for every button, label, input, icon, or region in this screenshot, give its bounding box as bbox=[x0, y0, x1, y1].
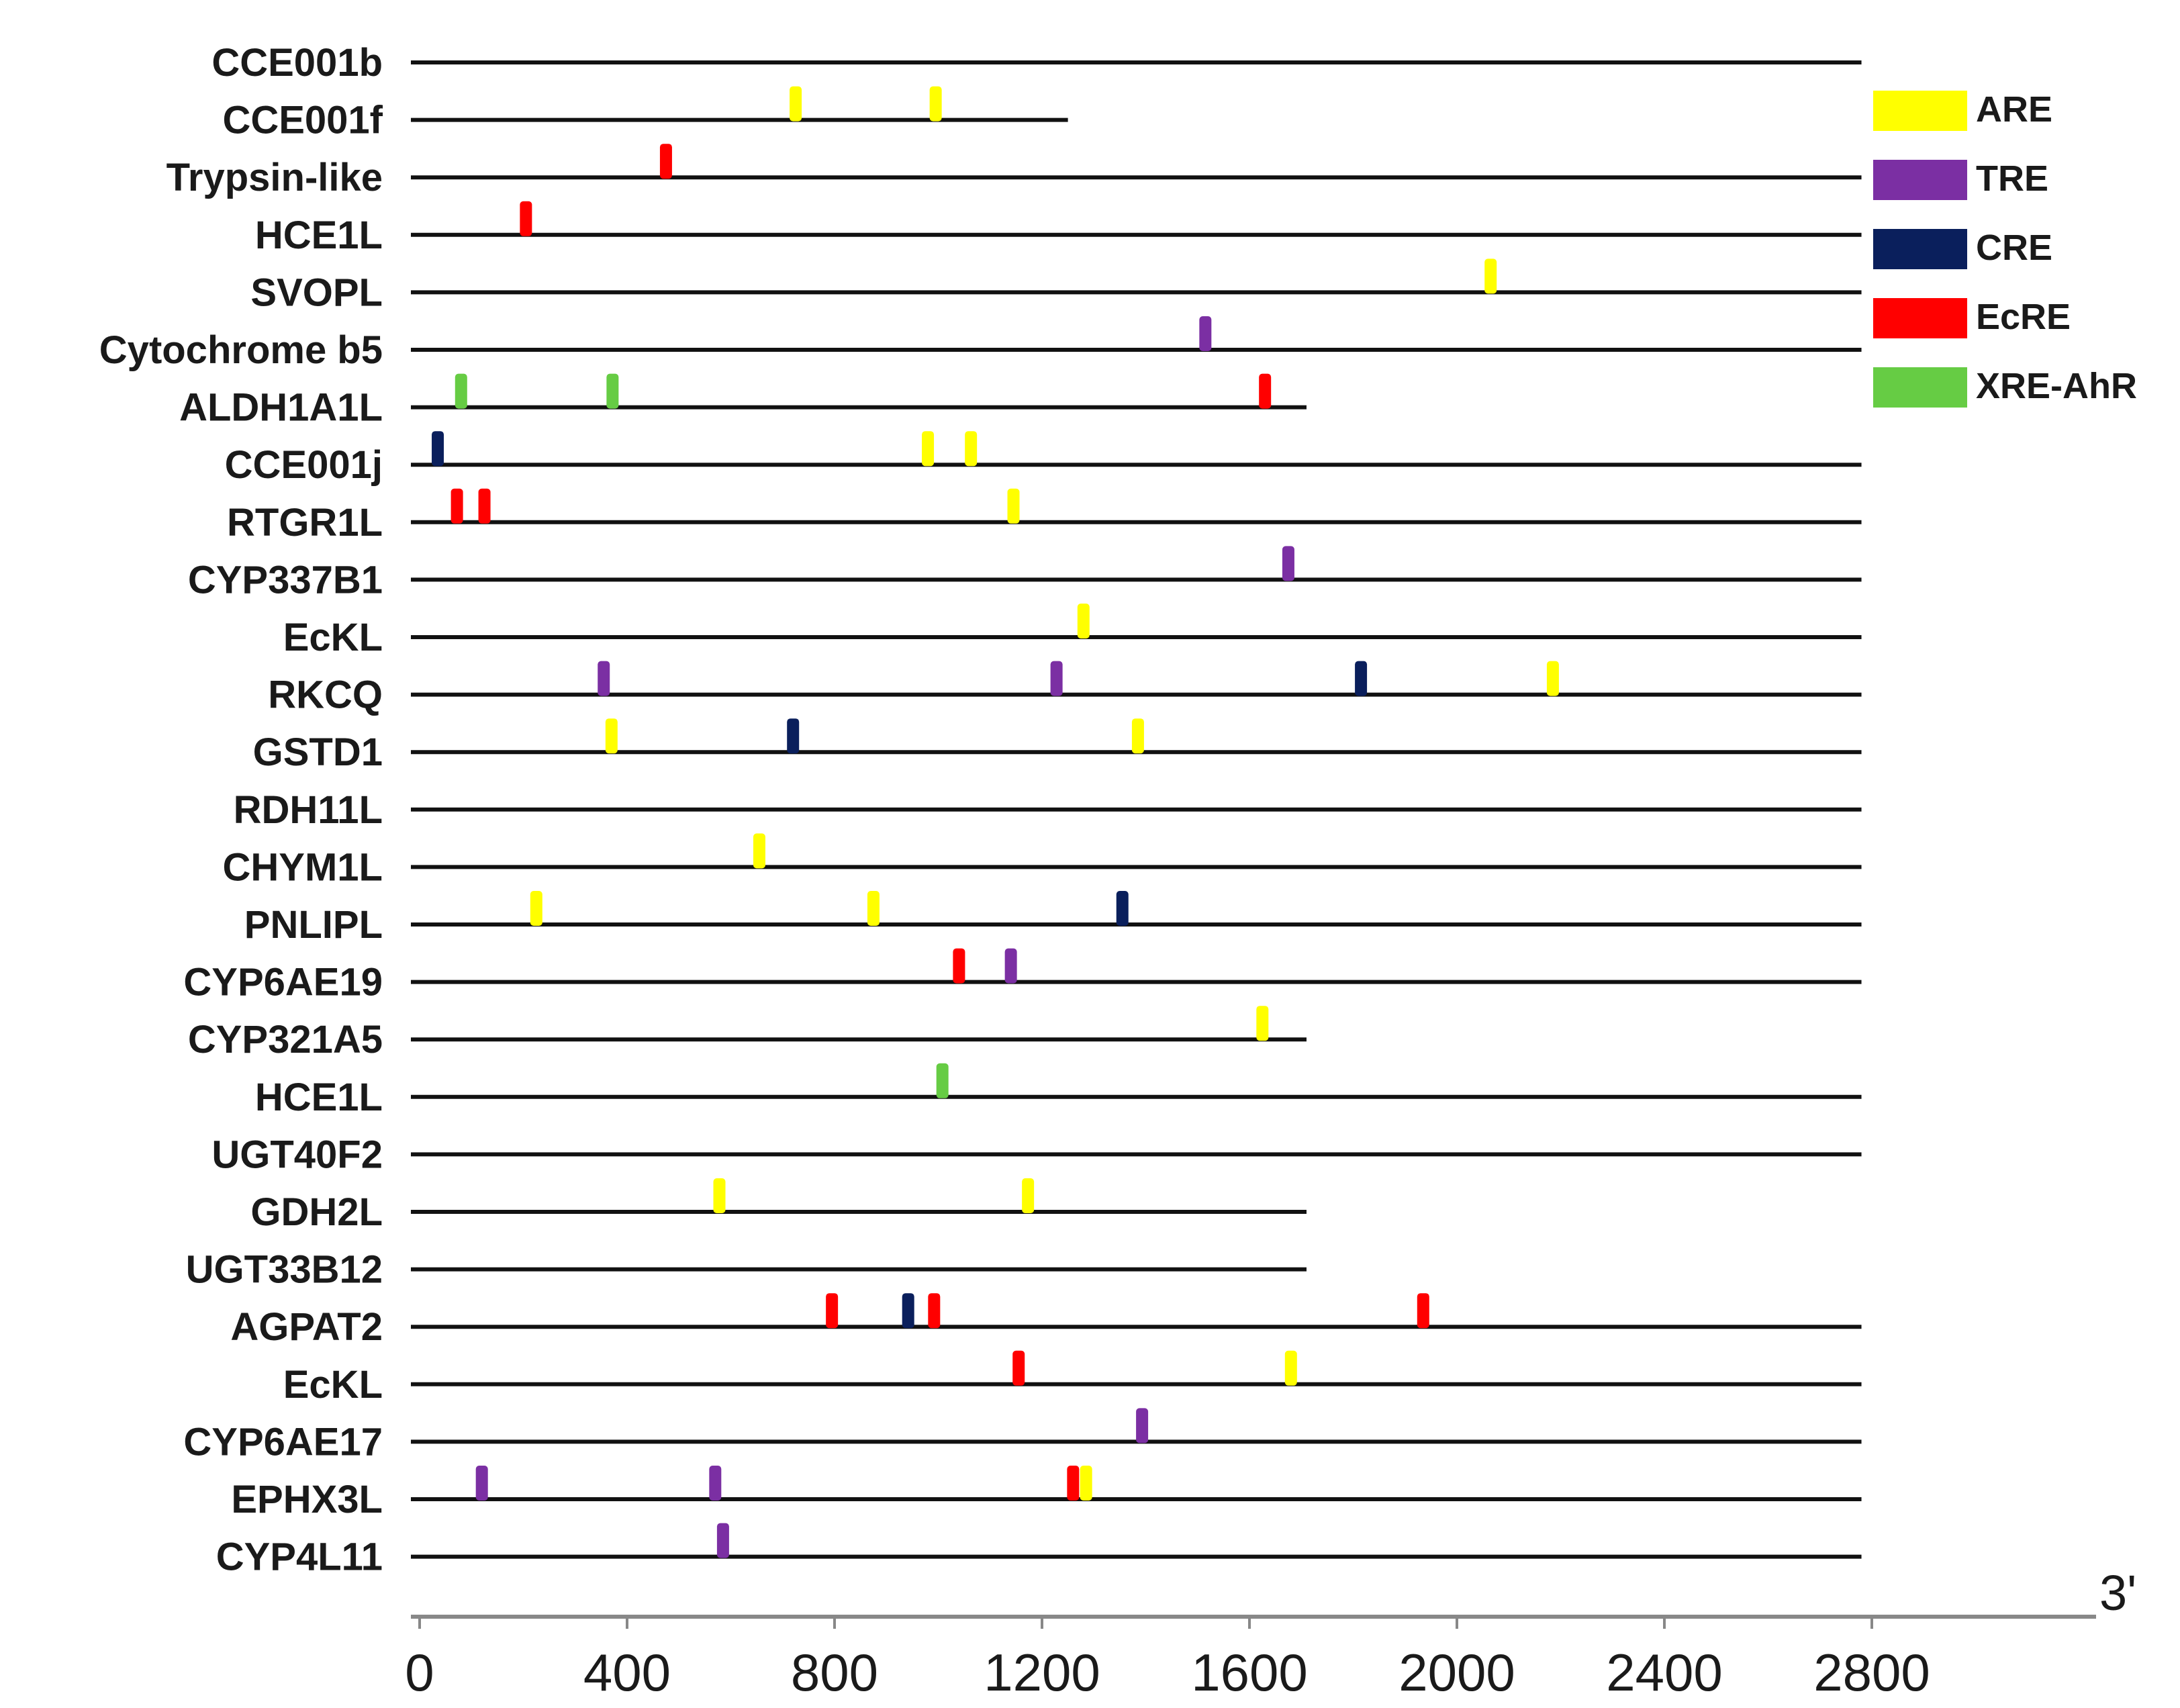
element-mark-tre bbox=[1004, 948, 1017, 984]
gene-label: EcKL bbox=[283, 616, 383, 659]
gene-labels: CCE001b CCE001f Trypsin-like HCE1L SVOPL Cyto… bbox=[99, 41, 383, 1579]
element-mark-ecre bbox=[1417, 1293, 1429, 1329]
element-mark-ecre bbox=[826, 1293, 839, 1329]
element-mark-ecre bbox=[478, 488, 491, 524]
x-tick-label: 2400 bbox=[1606, 1643, 1723, 1702]
gene-label: CYP4L11 bbox=[216, 1535, 383, 1579]
element-mark-ecre bbox=[1067, 1466, 1080, 1501]
element-mark-ecre bbox=[928, 1293, 941, 1329]
x-tick-label: 1200 bbox=[984, 1643, 1100, 1702]
gene-label: AGPAT2 bbox=[230, 1305, 383, 1349]
element-mark-are bbox=[713, 1178, 726, 1213]
element-mark-tre bbox=[1282, 546, 1294, 581]
element-mark-are bbox=[1284, 1350, 1297, 1386]
element-mark-are bbox=[790, 86, 802, 122]
gene-label: RKCQ bbox=[268, 673, 383, 717]
element-mark-are bbox=[922, 431, 935, 467]
element-mark-tre bbox=[716, 1523, 729, 1558]
gene-label: CCE001j bbox=[225, 443, 383, 487]
element-mark-ecre bbox=[659, 144, 672, 179]
element-mark-ecre bbox=[520, 201, 532, 236]
element-mark-tre bbox=[598, 661, 610, 696]
element-mark-tre bbox=[1136, 1408, 1149, 1443]
legend-label: ARE bbox=[1976, 89, 2052, 130]
element-mark-ecre bbox=[1259, 373, 1272, 409]
gene-label: Cytochrome b5 bbox=[99, 328, 383, 372]
legend-label: TRE bbox=[1976, 158, 2048, 199]
legend-swatch-ecre bbox=[1873, 298, 1967, 338]
gene-label: PNLIPL bbox=[244, 903, 383, 947]
legend-swatch-cre bbox=[1873, 229, 1967, 269]
legend-label: EcRE bbox=[1976, 297, 2071, 337]
element-mark-tre bbox=[475, 1466, 488, 1501]
element-mark-are bbox=[867, 891, 880, 926]
gene-label: RDH11L bbox=[234, 788, 383, 832]
gene-label: HCE1L bbox=[255, 1076, 383, 1119]
element-mark-cre bbox=[902, 1293, 914, 1329]
gene-label: CYP337B1 bbox=[188, 558, 383, 602]
element-mark-are bbox=[753, 833, 765, 869]
element-mark-cre bbox=[787, 718, 800, 754]
element-mark-cre bbox=[1355, 661, 1368, 696]
x-tick-label: 400 bbox=[583, 1643, 671, 1702]
x-tick-label: 2800 bbox=[1813, 1643, 1930, 1702]
gene-label: HCE1L bbox=[255, 214, 383, 257]
element-mark-are bbox=[1080, 1466, 1092, 1501]
gene-label: ALDH1A1L bbox=[179, 386, 383, 430]
gene-label: CYP6AE17 bbox=[183, 1420, 383, 1464]
gene-label: CCE001b bbox=[211, 41, 383, 85]
gene-lines bbox=[411, 60, 1862, 1559]
legend: ARE TRE CRE EcRE XRE-AhR bbox=[1873, 89, 2137, 408]
x-tick-label: 0 bbox=[405, 1643, 434, 1702]
x-tick-label: 800 bbox=[791, 1643, 878, 1702]
element-mark-are bbox=[1484, 258, 1497, 294]
gene-label: RTGR1L bbox=[227, 501, 383, 544]
gene-label: UGT33B12 bbox=[186, 1248, 383, 1292]
element-mark-are bbox=[929, 86, 942, 122]
element-mark-ecre bbox=[953, 948, 965, 984]
gene-label: GDH2L bbox=[250, 1190, 383, 1234]
element-mark-are bbox=[1077, 604, 1090, 638]
x-axis: 3' 0 400 800 1200 1600 2000 2400 2800 bbox=[405, 1565, 2136, 1702]
element-mark-are bbox=[965, 431, 978, 467]
element-mark-xre-ahr bbox=[455, 373, 467, 409]
element-mark-cre bbox=[1116, 891, 1129, 926]
element-mark-are bbox=[1546, 661, 1559, 696]
element-mark-ecre bbox=[451, 488, 463, 524]
gene-label: GSTD1 bbox=[253, 730, 383, 774]
element-mark-are bbox=[1256, 1006, 1269, 1041]
gene-label: CYP321A5 bbox=[188, 1018, 383, 1061]
gene-label: UGT40F2 bbox=[211, 1133, 383, 1176]
legend-swatch-tre bbox=[1873, 160, 1967, 200]
gene-label: EPHX3L bbox=[231, 1478, 383, 1521]
legend-label: XRE-AhR bbox=[1976, 366, 2137, 406]
x-tick-label: 1600 bbox=[1191, 1643, 1308, 1702]
element-mark-are bbox=[530, 891, 542, 926]
element-mark-xre-ahr bbox=[606, 373, 619, 409]
gene-label: CYP6AE19 bbox=[183, 961, 383, 1004]
element-marks bbox=[432, 86, 1559, 1558]
gene-label: CHYM1L bbox=[223, 845, 383, 889]
legend-label: CRE bbox=[1976, 228, 2052, 268]
element-mark-xre-ahr bbox=[936, 1063, 949, 1098]
element-mark-cre bbox=[432, 431, 444, 467]
element-mark-tre bbox=[1050, 661, 1063, 696]
element-mark-are bbox=[1007, 488, 1020, 524]
gene-label: EcKL bbox=[283, 1363, 383, 1407]
element-mark-tre bbox=[1199, 316, 1212, 351]
legend-swatch-are bbox=[1873, 91, 1967, 131]
gene-label: SVOPL bbox=[250, 271, 383, 314]
x-tick-label: 2000 bbox=[1399, 1643, 1515, 1702]
element-mark-are bbox=[605, 718, 618, 754]
element-mark-ecre bbox=[1012, 1350, 1025, 1386]
element-mark-are bbox=[1131, 718, 1144, 754]
element-mark-tre bbox=[709, 1466, 722, 1501]
legend-swatch-xre-ahr bbox=[1873, 367, 1967, 408]
gene-label: Trypsin-like bbox=[167, 156, 383, 199]
element-mark-are bbox=[1022, 1178, 1035, 1213]
three-prime-end-label: 3' bbox=[2099, 1565, 2136, 1621]
gene-label: CCE001f bbox=[222, 99, 383, 142]
